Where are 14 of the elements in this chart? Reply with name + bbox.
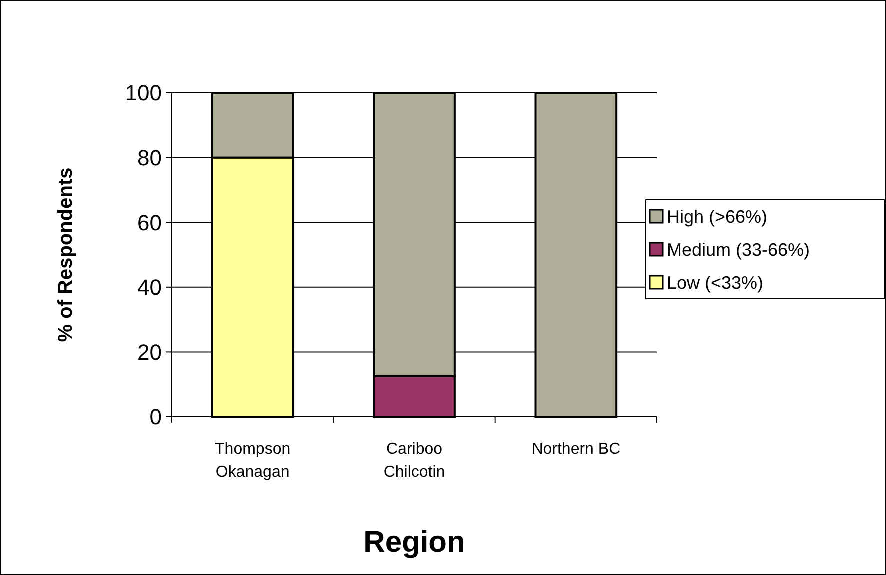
x-axis-title: Region [364,526,466,559]
y-tick-label: 60 [138,210,162,236]
y-tick-label: 80 [138,146,162,170]
legend-label: Medium (33-66%) [667,240,810,260]
y-tick-label: 20 [138,340,162,365]
x-tick-label: Cariboo Chilcotin [384,441,446,481]
legend-label: High (>66%) [667,206,768,227]
y-axis-title: % of Respondents [55,168,77,342]
y-tick-label: 0 [150,404,162,430]
y-tick-label: 40 [138,275,162,300]
legend-label: Low (<33%) [667,272,764,293]
x-tick-label: Thompson Okanagan [215,441,291,481]
y-tick-label: 100 [125,80,162,106]
x-tick-label: Northern BC [532,441,621,458]
